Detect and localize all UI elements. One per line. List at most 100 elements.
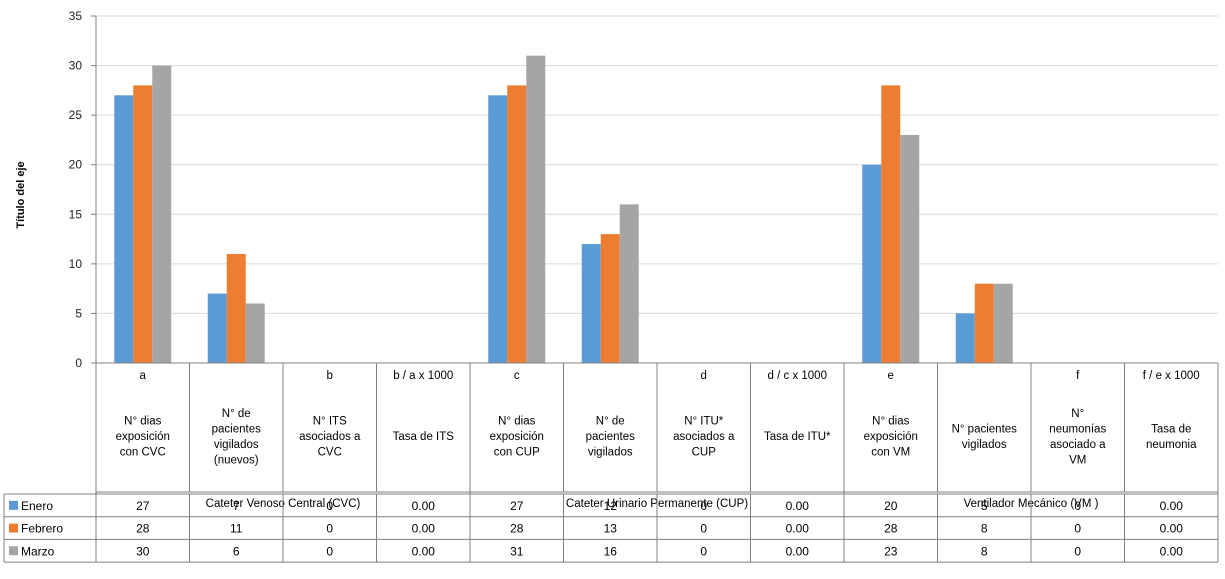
bar — [955, 313, 975, 363]
data-label: 0 — [700, 544, 707, 558]
y-tick-label: 20 — [69, 158, 83, 172]
y-tick-label: 5 — [75, 306, 82, 320]
category-label: exposición — [864, 431, 918, 443]
data-label: 16 — [604, 544, 618, 558]
data-label: 0 — [700, 499, 707, 513]
bar — [900, 134, 920, 363]
data-label: 0 — [1074, 522, 1081, 536]
category-code: b / a x 1000 — [393, 370, 453, 382]
data-label: 0.00 — [412, 544, 436, 558]
legend-entry: Marzo — [21, 544, 55, 558]
data-label: 0.00 — [1160, 544, 1184, 558]
bar — [488, 95, 508, 364]
category-label: Tasa de — [1151, 423, 1191, 435]
y-tick-label: 30 — [69, 59, 83, 73]
category-label: asociados a — [299, 431, 361, 443]
y-axis: 0 5 10 15 20 25 30 35 — [69, 9, 97, 370]
category-label: asociado a — [1050, 439, 1106, 451]
data-label: 11 — [230, 522, 243, 536]
data-label: 23 — [884, 544, 898, 558]
bar — [152, 65, 172, 364]
category-code: f / e x 1000 — [1143, 370, 1200, 382]
data-label: 12 — [604, 499, 618, 513]
data-label: 0 — [326, 522, 333, 536]
bar — [600, 234, 620, 363]
category-code: d / c x 1000 — [768, 370, 827, 382]
category-label: exposición — [116, 431, 170, 443]
y-tick-label: 15 — [69, 207, 83, 221]
category-label: exposición — [490, 431, 544, 443]
y-tick-label: 0 — [75, 356, 82, 370]
category-label: VM — [1069, 454, 1086, 466]
data-label: 0.00 — [412, 522, 436, 536]
category-code: f — [1076, 370, 1080, 382]
data-label: 0.00 — [412, 499, 436, 513]
legend-swatch — [9, 523, 18, 533]
data-label: 28 — [510, 522, 524, 536]
bar — [619, 204, 639, 363]
legend-swatch — [9, 546, 18, 556]
data-label: 0 — [326, 499, 333, 513]
category-code: d — [701, 370, 707, 382]
category-label: vigilados — [962, 439, 1007, 451]
data-label: 0.00 — [786, 499, 810, 513]
category-code: a — [140, 370, 147, 382]
category-label: N° dias — [498, 416, 535, 428]
data-label: 13 — [604, 522, 618, 536]
category-label: CUP — [692, 447, 717, 459]
data-label: 30 — [136, 544, 150, 558]
bar — [974, 283, 994, 363]
legend-entry: Febrero — [21, 522, 63, 536]
bar — [581, 244, 601, 363]
category-label: neumonia — [1146, 439, 1197, 451]
data-label: 8 — [981, 522, 988, 536]
bar — [526, 55, 546, 364]
bar — [862, 164, 882, 363]
bar — [993, 283, 1013, 363]
data-label: 0 — [326, 544, 333, 558]
category-label: pacientes — [586, 431, 635, 443]
category-label: vigilados — [588, 447, 633, 459]
bar — [114, 95, 134, 364]
category-label: N° — [1071, 408, 1084, 420]
data-label: 6 — [233, 544, 240, 558]
category-label: N° ITS — [313, 416, 347, 428]
data-label: 28 — [136, 522, 150, 536]
data-label: 0 — [1074, 499, 1081, 513]
category-label: con CUP — [494, 447, 540, 459]
bar — [245, 303, 265, 363]
y-tick-label: 10 — [69, 257, 83, 271]
category-label: (nuevos) — [214, 454, 259, 466]
bar — [881, 85, 901, 364]
category-label: N° dias — [872, 416, 909, 428]
data-label: 7 — [233, 499, 240, 513]
category-label: con CVC — [120, 447, 166, 459]
bar — [226, 253, 246, 363]
category-label: N° dias — [124, 416, 161, 428]
category-label: pacientes — [212, 423, 261, 435]
data-label: 0.00 — [1160, 522, 1184, 536]
y-tick-label: 25 — [69, 108, 83, 122]
bars — [114, 55, 1013, 364]
data-label: 0.00 — [1160, 499, 1184, 513]
category-label: N° de — [596, 416, 625, 428]
data-label: 5 — [981, 499, 988, 513]
legend-entry: Enero — [21, 499, 53, 513]
category-code: b — [327, 370, 333, 382]
y-tick-label: 35 — [69, 9, 83, 23]
bar — [207, 293, 227, 363]
legend-swatch — [9, 500, 18, 510]
category-label: N° ITU* — [684, 416, 724, 428]
category-label: vigilados — [214, 439, 259, 451]
data-label: 0.00 — [786, 544, 810, 558]
data-label: 0 — [1074, 544, 1081, 558]
category-label: Tasa de ITS — [393, 431, 455, 443]
category-code: e — [888, 370, 894, 382]
data-label: 27 — [136, 499, 150, 513]
category-label: neumonías — [1049, 423, 1106, 435]
category-label: N° pacientes — [952, 423, 1018, 435]
data-label: 0.00 — [786, 522, 810, 536]
y-axis-label: Título del eje — [15, 161, 27, 228]
category-label: asociados a — [673, 431, 735, 443]
